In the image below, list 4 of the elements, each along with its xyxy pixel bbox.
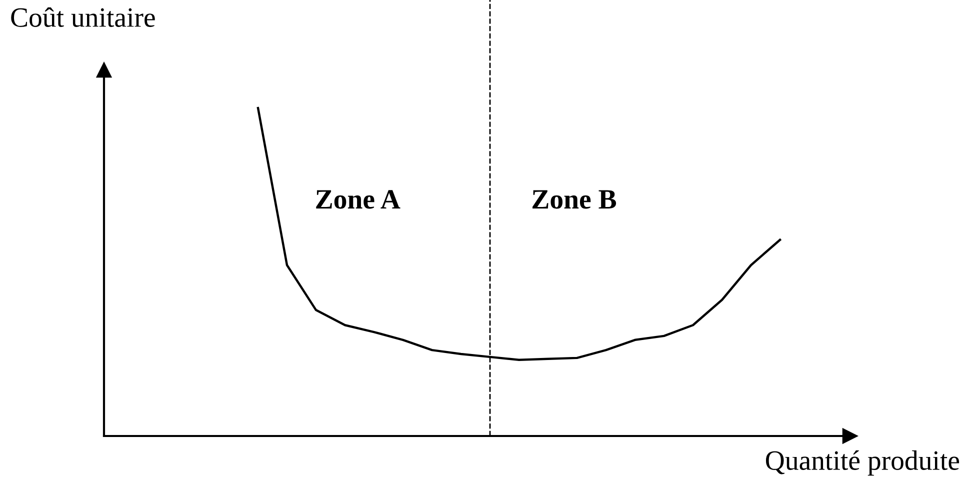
- annotation: Zone B: [532, 190, 616, 209]
- y-axis-title: Coût unitaire: [11, 7, 155, 27]
- annotation: Zone A: [316, 190, 400, 209]
- x-axis-title: Quantité produite: [766, 450, 960, 476]
